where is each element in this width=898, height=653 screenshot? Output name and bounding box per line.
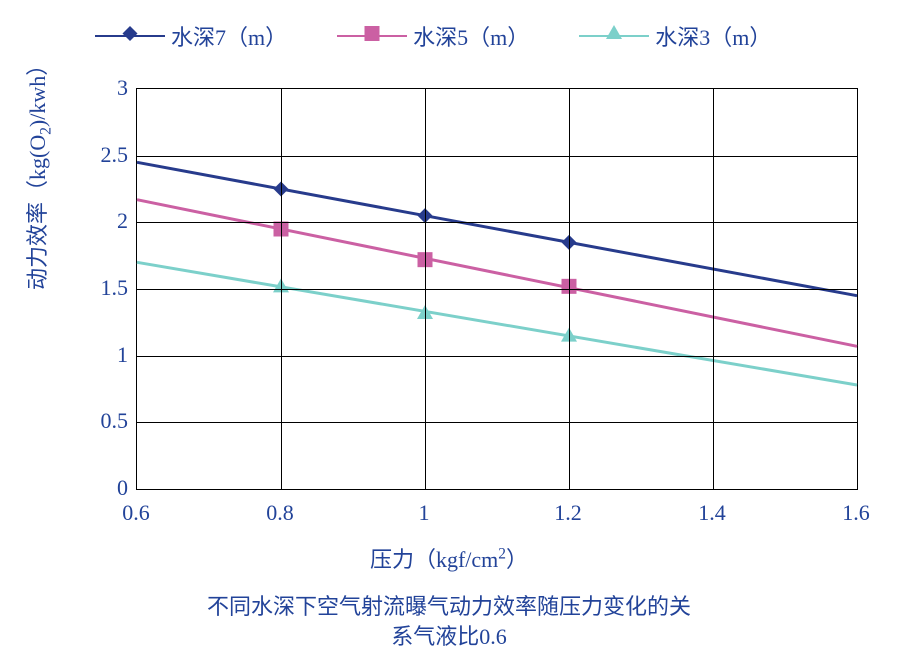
ylabel-suffix: )/kwh） [25,54,50,127]
gridline-v [281,89,282,489]
ytick-label: 0.5 [68,408,128,434]
legend-label-depth5: 水深5（m） [413,20,529,52]
ytick-label: 2.5 [68,142,128,168]
gridline-h [137,356,857,357]
gridline-h [137,422,857,423]
xtick-label: 0.8 [266,500,294,526]
ylabel-prefix: 动力效率（kg(O [25,135,50,290]
legend: 水深7（m） 水深5（m） 水深3（m） [95,20,771,52]
legend-item-depth7: 水深7（m） [95,20,287,52]
xtick-label: 0.6 [122,500,150,526]
series-line [137,162,857,295]
gridline-h [137,222,857,223]
gridline-v [569,89,570,489]
ytick-label: 0 [68,475,128,501]
xlabel-sup: 2 [498,546,506,563]
legend-item-depth3: 水深3（m） [579,20,771,52]
chart-container: { "chart": { "type": "line", "xlim": [0.… [0,0,898,653]
xtick-label: 1.2 [554,500,582,526]
ytick-label: 1.5 [68,275,128,301]
xtick-label: 1 [419,500,430,526]
gridline-h [137,289,857,290]
xtick-label: 1.6 [842,500,870,526]
xlabel-suffix: ） [506,547,528,572]
xlabel-prefix: 压力（kgf/cm [370,547,498,572]
xtick-label: 1.4 [698,500,726,526]
gridline-v [713,89,714,489]
gridline-v [425,89,426,489]
legend-label-depth7: 水深7（m） [171,20,287,52]
legend-item-depth5: 水深5（m） [337,20,529,52]
ytick-label: 2 [68,208,128,234]
ylabel-sub: 2 [37,127,54,135]
caption-line1: 不同水深下空气射流曝气动力效率随压力变化的关 [207,594,691,619]
plot-area [136,88,858,490]
x-axis-label: 压力（kgf/cm2） [0,542,898,574]
gridline-h [137,156,857,157]
legend-swatch-depth5 [337,35,407,38]
ytick-label: 1 [68,342,128,368]
legend-swatch-depth7 [95,35,165,38]
chart-caption: 不同水深下空气射流曝气动力效率随压力变化的关 系气液比0.6 [0,592,898,651]
ytick-label: 3 [68,75,128,101]
legend-label-depth3: 水深3（m） [655,20,771,52]
y-axis-label: 动力效率（kg(O2)/kwh） [20,54,55,290]
legend-swatch-depth3 [579,35,649,38]
caption-line2: 系气液比0.6 [391,624,507,649]
